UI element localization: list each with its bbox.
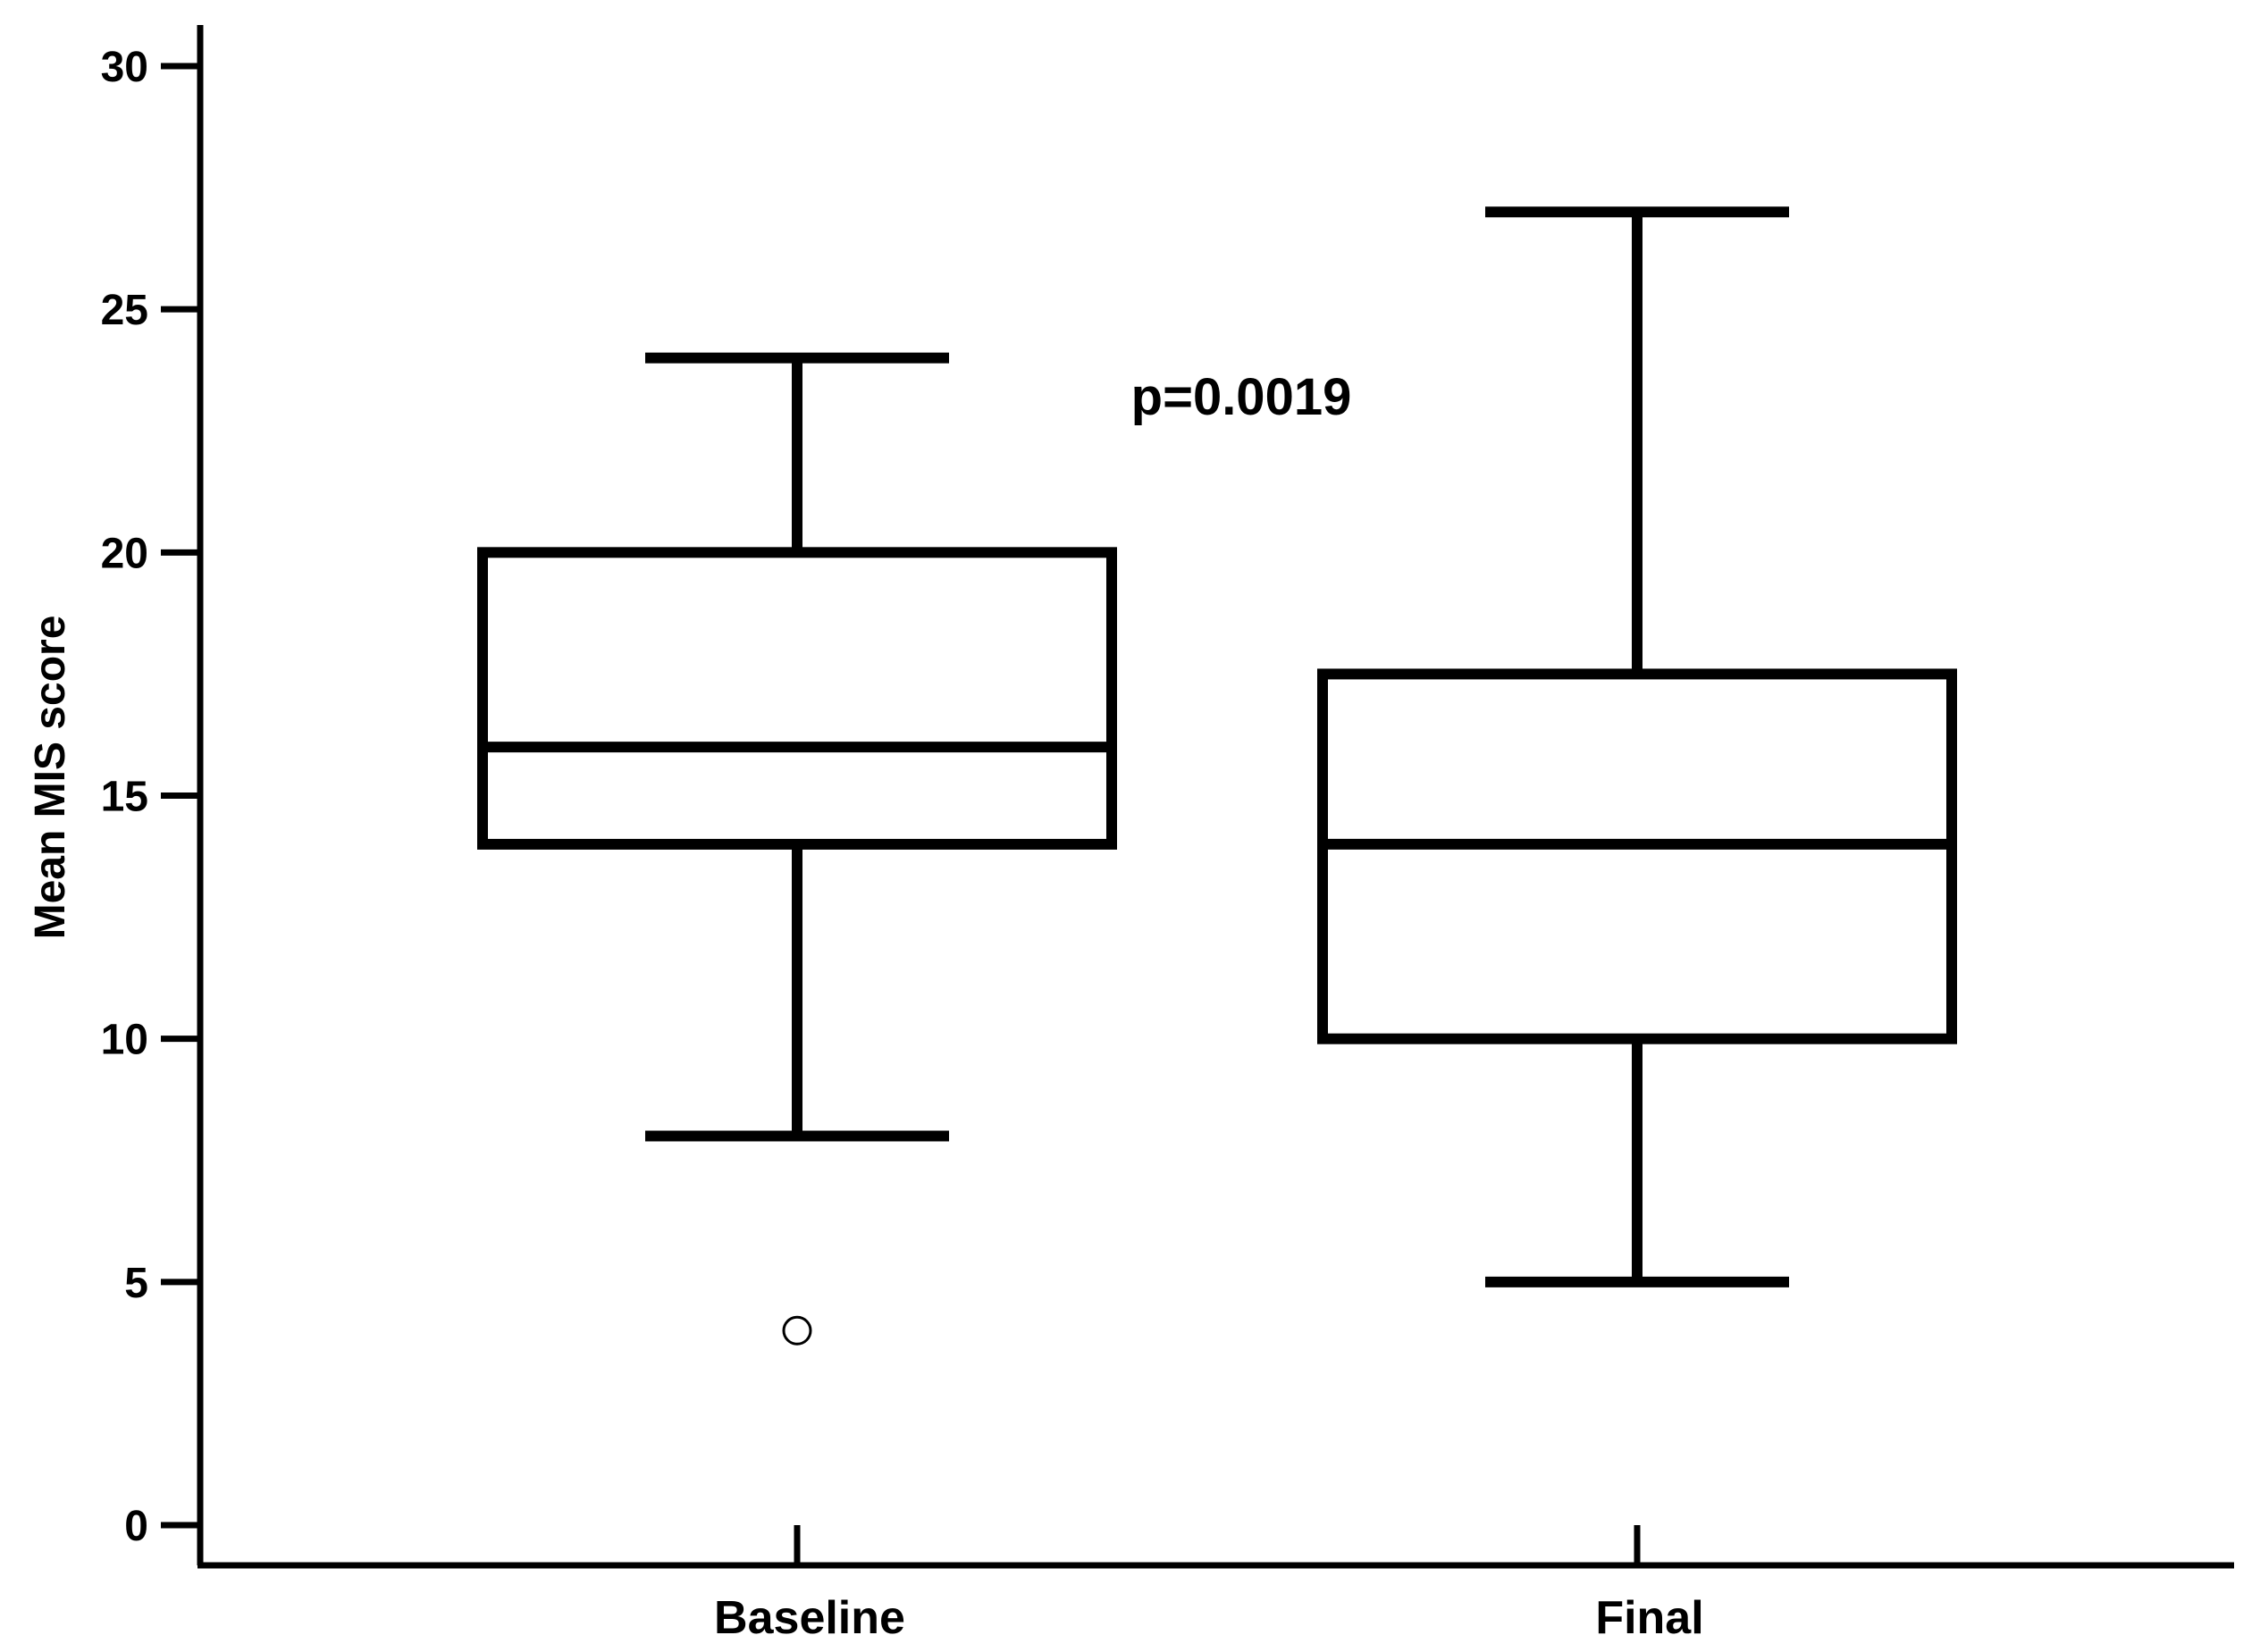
labels: Baseline Final p=0.0019 Mean MIS score <box>27 368 1704 1644</box>
iqr-box <box>1317 668 1957 1044</box>
y-tick-label: 15 <box>101 774 148 821</box>
x-category-label: Baseline <box>714 1592 905 1644</box>
box-group-final <box>1317 206 1957 1287</box>
y-tick-label: 25 <box>101 287 148 334</box>
outlier-point <box>782 1315 812 1346</box>
x-category-label: Final <box>1595 1592 1703 1644</box>
boxes <box>477 206 1957 1346</box>
y-tick-label: 30 <box>101 44 148 91</box>
iqr-box <box>477 547 1117 850</box>
p-value-annotation: p=0.0019 <box>1131 368 1352 426</box>
y-tick-label: 20 <box>101 530 148 577</box>
box-group-baseline <box>477 352 1117 1346</box>
y-axis-ticks: 0 5 10 15 20 25 30 <box>101 44 1641 1565</box>
y-tick-label: 0 <box>124 1503 148 1550</box>
y-tick-label: 5 <box>124 1260 148 1307</box>
y-axis-title: Mean MIS score <box>27 616 74 940</box>
y-tick-label: 10 <box>101 1017 148 1064</box>
